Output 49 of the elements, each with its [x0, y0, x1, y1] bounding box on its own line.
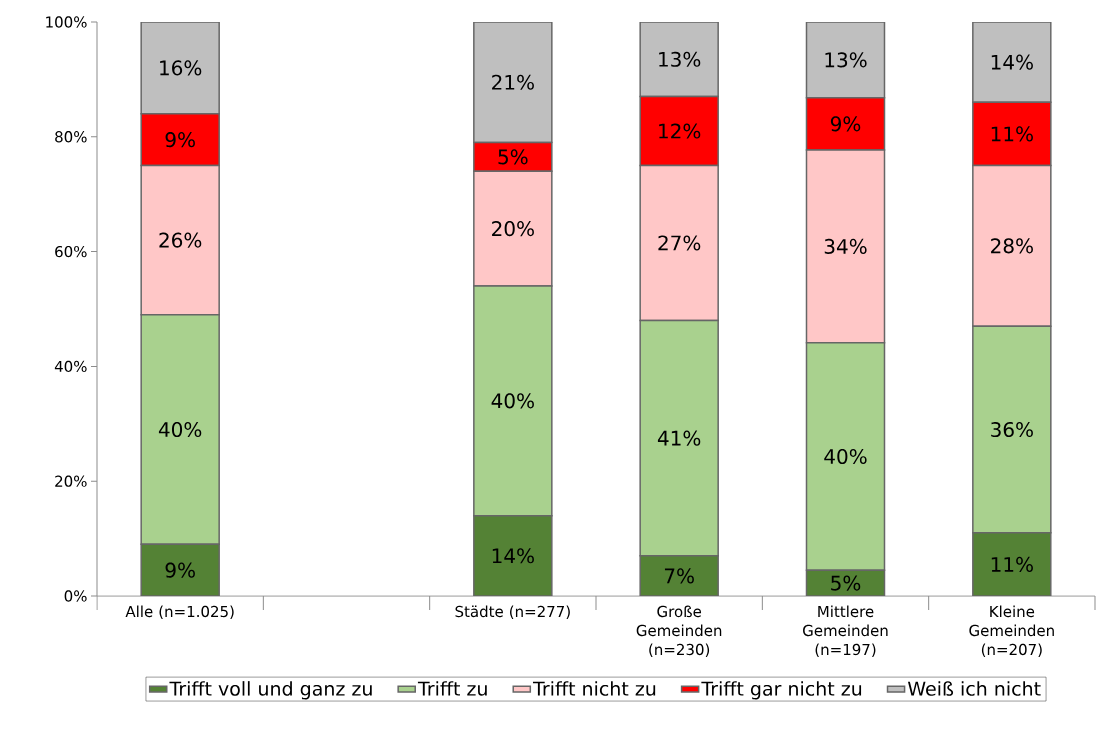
data-label: 40% [824, 448, 867, 465]
data-label: 27% [658, 235, 701, 251]
data-label: 20% [492, 221, 534, 237]
legend-label: Weiß ich nicht [907, 681, 1041, 696]
bar [473, 514, 553, 596]
data-label: 36% [991, 421, 1033, 438]
y-tick-label: 0% [64, 590, 87, 602]
data-label: 9% [165, 132, 195, 148]
data-label: 14% [492, 548, 534, 564]
data-label: 14% [991, 54, 1033, 70]
bar [473, 21, 553, 144]
legend-label: Trifft nicht zu [532, 681, 656, 696]
data-label: 11% [991, 556, 1033, 572]
x-tick-label: Alle (n=1.025) [125, 605, 234, 619]
y-tick-label: 60% [55, 245, 87, 258]
legend-label: Trifft voll und ganz zu [169, 681, 372, 700]
bar [972, 21, 1052, 104]
data-label: 12% [659, 123, 701, 139]
y-tick-label: 20% [55, 475, 87, 487]
bar [639, 21, 719, 98]
data-label: 13% [825, 52, 867, 68]
data-label: 7% [664, 568, 694, 584]
data-label: 5% [498, 149, 528, 165]
bar [140, 21, 220, 115]
x-tick-label: Städte (n=277) [455, 605, 570, 619]
legend-label: Trifft zu [417, 681, 487, 696]
data-label: 26% [159, 232, 202, 248]
y-tick-label: 100% [46, 16, 87, 28]
bar [972, 532, 1052, 596]
bar [805, 21, 886, 99]
legend-label: Trifft gar nicht zu [701, 681, 862, 700]
x-tick-label: Kleine Gemeinden (n=207) [969, 605, 1054, 657]
x-tick-label: Große Gemeinden (n=230) [636, 605, 722, 657]
data-label: 21% [492, 74, 534, 90]
data-label: 40% [491, 393, 534, 409]
y-tick-label: 80% [55, 131, 87, 143]
data-label: 28% [991, 238, 1033, 254]
data-label: 9% [165, 562, 195, 578]
data-label: 41% [657, 430, 701, 446]
data-label: 9% [830, 116, 861, 132]
y-tick-label: 40% [54, 360, 87, 373]
data-label: 13% [659, 51, 701, 67]
data-label: 40% [158, 421, 202, 438]
data-label: 16% [160, 60, 202, 76]
data-label: 34% [824, 238, 867, 254]
data-label: 5% [831, 575, 861, 591]
x-tick-label: Mittlere Gemeinden (n=197) [803, 605, 888, 657]
bar [140, 543, 220, 596]
data-label: 11% [991, 126, 1033, 142]
